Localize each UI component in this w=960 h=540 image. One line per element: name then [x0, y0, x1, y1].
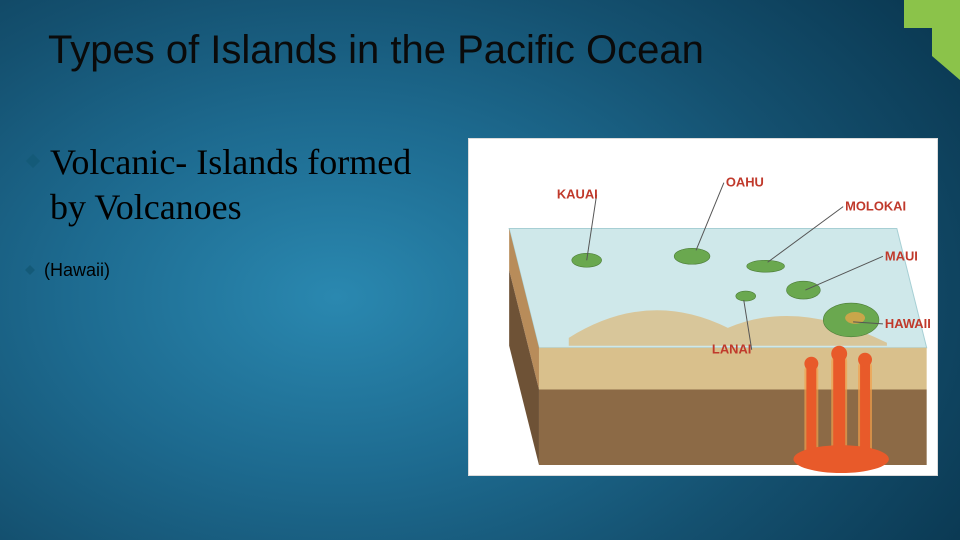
island-maui	[787, 281, 821, 299]
bullet-sub-text: (Hawaii)	[44, 260, 110, 281]
bullet-sub: (Hawaii)	[24, 260, 444, 281]
slide: Types of Islands in the Pacific Ocean Vo…	[0, 0, 960, 540]
label-lanai: LANAI	[712, 342, 751, 357]
diamond-bullet-icon	[24, 264, 36, 276]
label-maui: MAUI	[885, 248, 918, 263]
island-lanai	[736, 291, 756, 301]
diagram-svg: KAUAI OAHU MOLOKAI MAUI LANAI HAWAII	[469, 139, 937, 475]
bullet-main-text: Volcanic- Islands formed by Volcanoes	[50, 140, 444, 230]
island-molokai	[747, 260, 785, 272]
island-hawaii	[823, 303, 879, 337]
label-molokai: MOLOKAI	[845, 199, 906, 214]
content-block: Volcanic- Islands formed by Volcanoes (H…	[24, 140, 444, 311]
island-oahu	[674, 248, 710, 264]
island-kauai	[572, 253, 602, 267]
bullet-main: Volcanic- Islands formed by Volcanoes	[24, 140, 444, 230]
diamond-bullet-icon	[24, 152, 42, 170]
slide-title: Types of Islands in the Pacific Ocean	[48, 28, 704, 73]
label-hawaii: HAWAII	[885, 316, 931, 331]
label-oahu: OAHU	[726, 175, 764, 190]
accent-corner	[904, 0, 960, 80]
label-kauai: KAUAI	[557, 187, 598, 202]
hawaii-diagram: KAUAI OAHU MOLOKAI MAUI LANAI HAWAII	[468, 138, 938, 476]
